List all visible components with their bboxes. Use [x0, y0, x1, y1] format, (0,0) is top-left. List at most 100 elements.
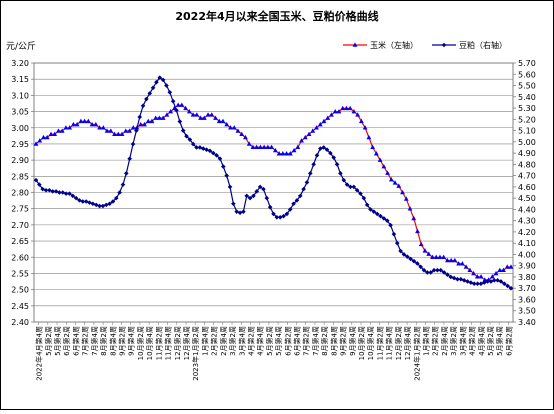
- data-point: [441, 270, 447, 275]
- data-point: [438, 267, 444, 273]
- x-tick-label: 1月第4周: [421, 326, 430, 356]
- data-point: [100, 125, 106, 130]
- y-left-tick-label: 2.75: [11, 205, 29, 214]
- data-point: [113, 195, 119, 201]
- data-point: [134, 128, 139, 133]
- data-point: [396, 183, 402, 188]
- x-tick-label: 10月第2周: [136, 326, 145, 360]
- data-point: [179, 102, 185, 107]
- data-point: [311, 162, 316, 167]
- x-tick-label: 4月第2周: [246, 326, 255, 356]
- data-point: [138, 121, 144, 127]
- y-left-tick-label: 3.15: [11, 75, 29, 84]
- data-point: [338, 171, 343, 176]
- data-point: [334, 162, 340, 167]
- y-right-tick-label: 3.50: [518, 307, 536, 316]
- data-point: [445, 257, 450, 263]
- data-point: [190, 141, 196, 147]
- y-right-tick-label: 4.20: [518, 228, 536, 237]
- data-point: [310, 128, 316, 133]
- data-point: [247, 195, 253, 201]
- data-point: [37, 182, 42, 187]
- data-point: [373, 151, 379, 156]
- data-point: [295, 144, 301, 149]
- data-point: [251, 193, 256, 199]
- data-point: [254, 189, 260, 194]
- data-point: [428, 270, 434, 275]
- x-tick-label: 7月第2周: [81, 326, 90, 356]
- data-point: [351, 108, 357, 114]
- data-point: [401, 252, 407, 257]
- x-tick-label: 9月第4周: [127, 326, 136, 356]
- data-point: [370, 144, 376, 149]
- data-point: [63, 191, 69, 196]
- x-tick-label: 8月第2周: [99, 326, 108, 356]
- y-left-tick-label: 2.65: [11, 237, 29, 246]
- data-point: [142, 121, 147, 127]
- data-point: [59, 128, 65, 133]
- chart-title: 2022年4月以来全国玉米、豆粕价格曲线: [175, 9, 378, 23]
- data-point: [451, 275, 457, 281]
- x-tick-label: 12月第2周: [394, 326, 403, 360]
- data-point: [485, 279, 490, 284]
- data-point: [271, 211, 276, 217]
- data-point: [324, 147, 330, 153]
- y-right-tick-label: 5.70: [518, 59, 536, 68]
- data-point: [97, 125, 102, 130]
- y-right-tick-label: 5.60: [518, 70, 536, 79]
- data-point: [374, 211, 380, 217]
- series-corn: [33, 102, 514, 282]
- x-tick-label: 2023年1月第2周: [191, 326, 200, 381]
- data-point: [180, 128, 186, 133]
- y-left-tick-label: 3.20: [11, 59, 29, 68]
- x-tick-label: 5月第2周: [44, 326, 53, 356]
- y-right-tick-label: 5.10: [518, 127, 536, 136]
- data-point: [160, 77, 166, 83]
- y-left-tick-label: 2.90: [11, 156, 29, 165]
- data-point: [493, 270, 499, 276]
- data-point: [127, 156, 132, 162]
- legend-label: 豆粕（右轴）: [459, 40, 507, 50]
- x-tick-label: 2022年4月第4周: [35, 326, 44, 381]
- y-right-tick-label: 4.60: [518, 183, 536, 192]
- data-point: [85, 118, 91, 124]
- data-point: [321, 145, 326, 150]
- data-point: [104, 128, 110, 133]
- data-point: [301, 186, 306, 192]
- x-tick-label: 6月第2周: [504, 326, 513, 356]
- data-point: [431, 267, 437, 273]
- data-point: [243, 134, 248, 140]
- plot-area: 3.20 3.15 3.10 3.05 3.00 2.95 2.90 2.85 2.80 2.75…: [11, 40, 536, 381]
- data-point: [461, 278, 467, 283]
- data-point: [307, 171, 313, 176]
- legend-marker: [352, 42, 358, 47]
- data-point: [358, 191, 363, 196]
- y-right-tick-label: 5.30: [518, 104, 536, 113]
- data-point: [405, 254, 410, 259]
- data-point: [426, 251, 432, 256]
- data-point: [474, 274, 480, 279]
- data-point: [498, 279, 504, 284]
- x-tick-label: 11月第4周: [385, 326, 394, 360]
- y-right-tick-label: 5.40: [518, 93, 536, 102]
- data-point: [124, 171, 129, 176]
- data-point: [325, 115, 331, 120]
- data-point: [147, 91, 153, 96]
- y-right-tick-label: 4.90: [518, 149, 536, 158]
- data-point: [284, 211, 290, 217]
- data-point: [70, 193, 76, 199]
- data-point: [108, 128, 114, 133]
- data-point: [317, 121, 323, 127]
- x-tick-label: 6月第2周: [283, 326, 292, 356]
- x-tick-label: 12月第4周: [182, 326, 191, 360]
- data-point: [37, 138, 43, 143]
- data-point: [411, 215, 417, 221]
- x-tick-label: 11月第4周: [164, 326, 173, 360]
- y-right-tick-label: 3.90: [518, 262, 536, 271]
- data-point: [117, 190, 122, 195]
- legend-label: 玉米（左轴）: [370, 40, 418, 50]
- data-point: [41, 134, 46, 140]
- data-point: [475, 281, 480, 287]
- data-point: [227, 184, 233, 190]
